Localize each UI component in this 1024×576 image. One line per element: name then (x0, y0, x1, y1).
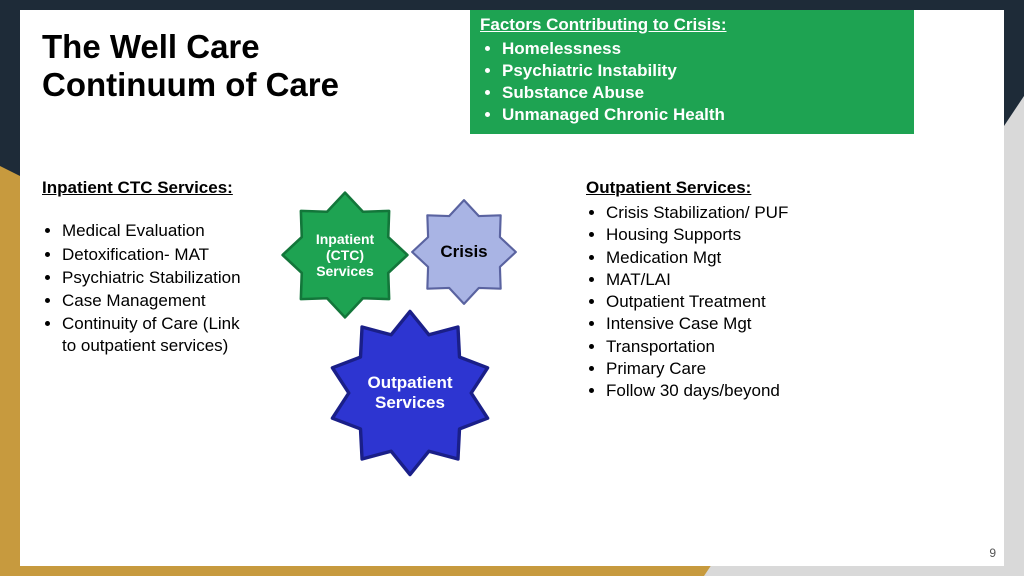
inpatient-item: Detoxification- MAT (62, 244, 252, 265)
factors-box: Factors Contributing to Crisis: Homeless… (470, 10, 914, 134)
inpatient-item: Medical Evaluation (62, 220, 252, 241)
slide-background: The Well Care Continuum of Care Factors … (0, 0, 1024, 576)
gear-inpatient: Inpatient (CTC) Services (280, 190, 410, 320)
outpatient-column: Outpatient Services: Crisis Stabilizatio… (586, 178, 886, 402)
gear-diagram: Crisis Inpatient (CTC) Services Outpatient… (270, 180, 590, 500)
outpatient-item: Intensive Case Mgt (606, 313, 886, 334)
inpatient-list: Medical Evaluation Detoxification- MAT P… (42, 220, 252, 356)
gear-label-crisis: Crisis (440, 242, 487, 262)
outpatient-item: Primary Care (606, 358, 886, 379)
slide-card: The Well Care Continuum of Care Factors … (20, 10, 1004, 566)
factors-heading: Factors Contributing to Crisis: (480, 14, 904, 36)
inpatient-item: Case Management (62, 290, 252, 311)
outpatient-item: Crisis Stabilization/ PUF (606, 202, 886, 223)
slide-title: The Well Care Continuum of Care (42, 28, 442, 104)
outpatient-item: MAT/LAI (606, 269, 886, 290)
outpatient-item: Medication Mgt (606, 247, 886, 268)
factors-list: Homelessness Psychiatric Instability Sub… (480, 38, 904, 126)
outpatient-item: Transportation (606, 336, 886, 357)
gear-label-inpatient: Inpatient (CTC) Services (300, 231, 391, 279)
gear-crisis: Crisis (410, 198, 518, 306)
outpatient-heading: Outpatient Services: (586, 178, 886, 198)
inpatient-item: Continuity of Care (Link to outpatient s… (62, 313, 252, 356)
inpatient-column: Inpatient CTC Services: Medical Evaluati… (42, 178, 252, 358)
factors-item: Psychiatric Instability (502, 60, 904, 82)
factors-item: Homelessness (502, 38, 904, 60)
page-number: 9 (989, 546, 996, 560)
gear-label-outpatient: Outpatient Services (351, 373, 470, 412)
outpatient-item: Housing Supports (606, 224, 886, 245)
outpatient-list: Crisis Stabilization/ PUF Housing Suppor… (586, 202, 886, 401)
inpatient-item: Psychiatric Stabilization (62, 267, 252, 288)
factors-item: Unmanaged Chronic Health (502, 104, 904, 126)
factors-item: Substance Abuse (502, 82, 904, 104)
outpatient-item: Follow 30 days/beyond (606, 380, 886, 401)
inpatient-heading: Inpatient CTC Services: (42, 178, 252, 198)
outpatient-item: Outpatient Treatment (606, 291, 886, 312)
gear-outpatient: Outpatient Services (325, 308, 495, 478)
